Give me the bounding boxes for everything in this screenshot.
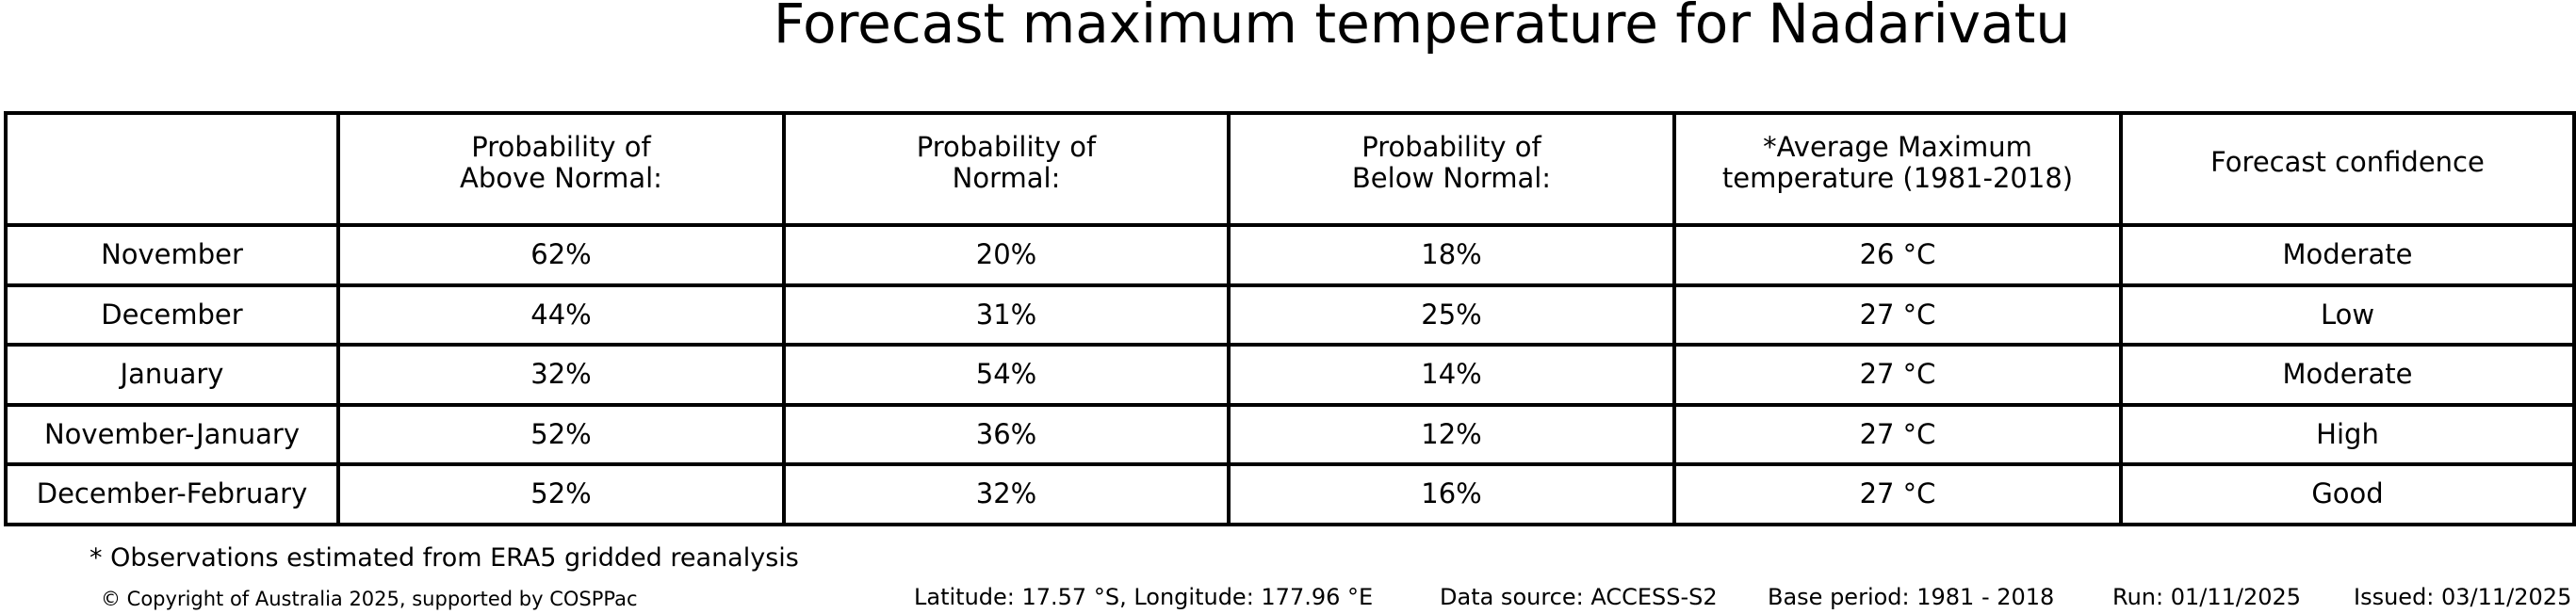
cell-below-normal: 25% [1227, 283, 1676, 347]
row-label: December-February [4, 462, 340, 526]
header-corner-spacer [4, 111, 340, 227]
column-header-below-normal: Probability of Below Normal: [1227, 111, 1676, 227]
cell-forecast-confidence: Good [2119, 462, 2576, 526]
header-row: Probability of Above Normal: Probability… [4, 111, 2576, 227]
location-text: Latitude: 17.57 °S, Longitude: 177.96 °E [914, 584, 1374, 610]
cell-average-max-temperature: 27 °C [1672, 402, 2123, 466]
cell-normal: 31% [782, 283, 1231, 347]
footnote: * Observations estimated from ERA5 gridd… [90, 543, 799, 573]
table-row-november: November 62% 20% 18% 26 °C Moderate [4, 223, 2576, 287]
cell-below-normal: 14% [1227, 343, 1676, 407]
cell-below-normal: 16% [1227, 462, 1676, 526]
row-label: November-January [4, 402, 340, 466]
column-header-forecast-confidence: Forecast confidence [2119, 111, 2576, 227]
column-header-average-max-temperature: *Average Maximum temperature (1981-2018) [1672, 111, 2123, 227]
page-title: Forecast maximum temperature for Nadariv… [773, 0, 2071, 56]
copyright-text: © Copyright of Australia 2025, supported… [101, 588, 638, 610]
cell-forecast-confidence: Moderate [2119, 343, 2576, 407]
cell-forecast-confidence: Low [2119, 283, 2576, 347]
table-row-december-february: December-February 52% 32% 16% 27 °C Good [4, 462, 2576, 526]
cell-normal: 20% [782, 223, 1231, 287]
cell-below-normal: 12% [1227, 402, 1676, 466]
data-source-text: Data source: ACCESS-S2 [1440, 584, 1718, 610]
cell-average-max-temperature: 27 °C [1672, 283, 2123, 347]
column-header-normal: Probability of Normal: [782, 111, 1231, 227]
row-label: January [4, 343, 340, 407]
cell-above-normal: 52% [336, 462, 786, 526]
table-row-november-january: November-January 52% 36% 12% 27 °C High [4, 402, 2576, 466]
cell-average-max-temperature: 27 °C [1672, 462, 2123, 526]
run-date-text: Run: 01/11/2025 [2112, 584, 2302, 610]
cell-forecast-confidence: High [2119, 402, 2576, 466]
cell-average-max-temperature: 27 °C [1672, 343, 2123, 407]
cell-normal: 32% [782, 462, 1231, 526]
column-header-above-normal: Probability of Above Normal: [336, 111, 786, 227]
table-row-january: January 32% 54% 14% 27 °C Moderate [4, 343, 2576, 407]
table-row-december: December 44% 31% 25% 27 °C Low [4, 283, 2576, 347]
issued-date-text: Issued: 03/11/2025 [2354, 584, 2572, 610]
row-label: November [4, 223, 340, 287]
row-label: December [4, 283, 340, 347]
forecast-table: Probability of Above Normal: Probability… [4, 111, 2576, 526]
cell-above-normal: 44% [336, 283, 786, 347]
base-period-text: Base period: 1981 - 2018 [1768, 584, 2055, 610]
cell-above-normal: 62% [336, 223, 786, 287]
cell-normal: 36% [782, 402, 1231, 466]
cell-average-max-temperature: 26 °C [1672, 223, 2123, 287]
cell-normal: 54% [782, 343, 1231, 407]
cell-above-normal: 32% [336, 343, 786, 407]
cell-above-normal: 52% [336, 402, 786, 466]
cell-below-normal: 18% [1227, 223, 1676, 287]
cell-forecast-confidence: Moderate [2119, 223, 2576, 287]
